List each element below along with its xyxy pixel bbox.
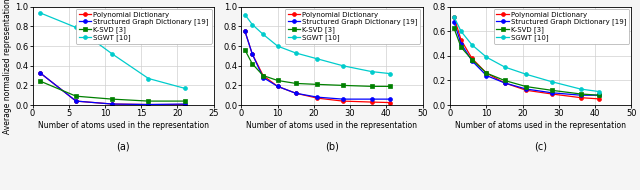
Text: (b): (b) xyxy=(325,141,339,151)
X-axis label: Number of atoms used in the representation: Number of atoms used in the representati… xyxy=(455,121,627,130)
Legend: Polynomial Dictionary, Structured Graph Dictionary [19], K-SVD [3], SGWT [10]: Polynomial Dictionary, Structured Graph … xyxy=(285,9,420,44)
Legend: Polynomial Dictionary, Structured Graph Dictionary [19], K-SVD [3], SGWT [10]: Polynomial Dictionary, Structured Graph … xyxy=(493,9,629,44)
Y-axis label: Average normalized representation error: Average normalized representation error xyxy=(3,0,12,134)
X-axis label: Number of atoms used in the representation: Number of atoms used in the representati… xyxy=(38,121,209,130)
X-axis label: Number of atoms used in the representation: Number of atoms used in the representati… xyxy=(246,121,417,130)
Text: (a): (a) xyxy=(116,141,130,151)
Legend: Polynomial Dictionary, Structured Graph Dictionary [19], K-SVD [3], SGWT [10]: Polynomial Dictionary, Structured Graph … xyxy=(76,9,212,44)
Text: (c): (c) xyxy=(534,141,547,151)
